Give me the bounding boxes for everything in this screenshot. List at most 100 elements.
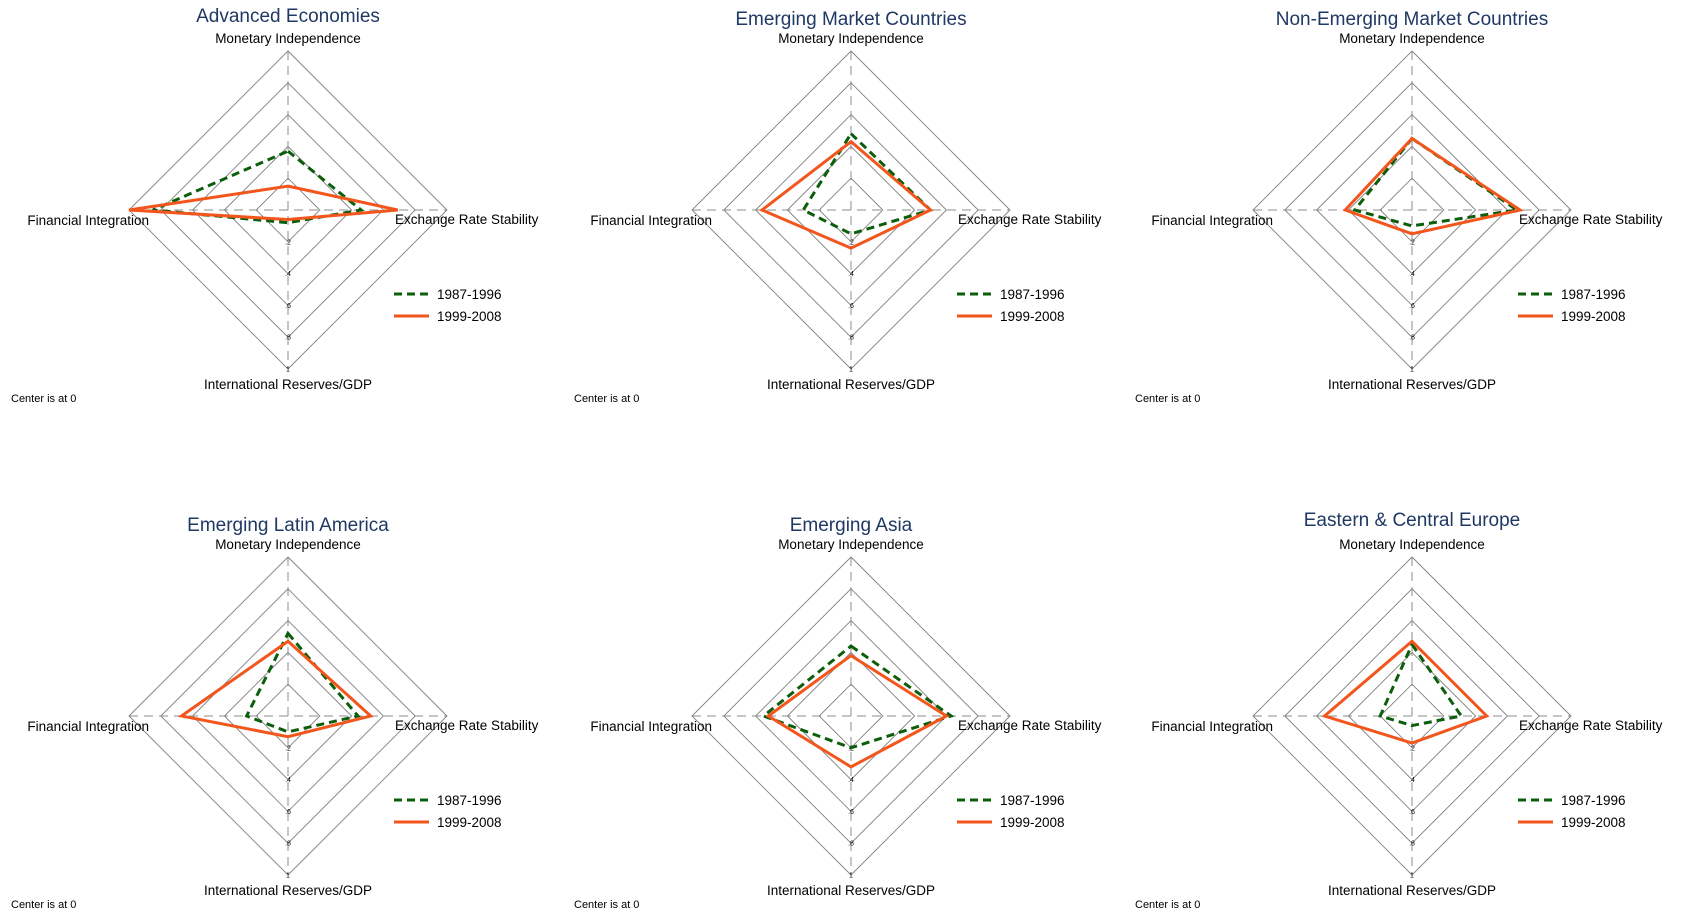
panel-title: Emerging Market Countries	[735, 9, 966, 30]
tick-label: .4	[285, 271, 291, 278]
tick-label: .8	[285, 335, 291, 342]
radar-panel: .2 .4 .6 .8 1 Advanced Economies Monetary Inde…	[11, 6, 539, 405]
tick-label: .6	[285, 303, 291, 310]
center-note: Center is at 0	[11, 899, 76, 911]
tick-label: 1	[286, 873, 290, 880]
series-line	[1342, 136, 1524, 236]
center-note: Center is at 0	[1135, 393, 1200, 405]
grid-ring	[223, 651, 353, 781]
axis-label-right: Exchange Rate Stability	[395, 212, 539, 227]
series-line	[244, 630, 361, 734]
grid-ring	[786, 651, 916, 781]
legend-label: 1987-1996	[1000, 793, 1065, 808]
axis-label-left: Financial Integration	[590, 719, 712, 734]
radar-panel: .2 .4 .6 .8 1 Emerging Latin AmericaMonetary …	[11, 515, 539, 911]
grid-ring	[1347, 651, 1477, 781]
legend-label: 1987-1996	[1561, 793, 1626, 808]
series-line	[765, 653, 950, 769]
series-line	[152, 149, 365, 225]
legend-label: 1999-2008	[1561, 815, 1626, 830]
tick-label: .2	[1409, 239, 1415, 246]
tick-label: .4	[1409, 271, 1415, 278]
axis-label-bottom: International Reserves/GDP	[767, 377, 935, 392]
grid-ring	[1315, 619, 1509, 813]
grid-ring	[754, 619, 948, 813]
legend-label: 1999-2008	[437, 309, 502, 324]
tick-label: .8	[848, 841, 854, 848]
tick-label: .8	[848, 335, 854, 342]
series-line	[177, 639, 374, 739]
tick-label: .6	[285, 809, 291, 816]
axis-label-left: Financial Integration	[1151, 719, 1273, 734]
grid-ring	[223, 145, 353, 275]
radar-panel: .2 .4 .6 .8 1 Emerging Market CountriesMoneta…	[574, 9, 1102, 405]
tick-label: 1	[1410, 873, 1414, 880]
center-note: Center is at 0	[574, 393, 639, 405]
grid-ring	[255, 683, 321, 749]
radar-panel: .2 .4 .6 .8 1 Eastern & Central Europe Monetar…	[1135, 510, 1663, 911]
panel-title: Eastern & Central Europe	[1304, 510, 1521, 531]
legend-label: 1987-1996	[1561, 287, 1626, 302]
tick-label: .6	[848, 809, 854, 816]
grid-ring	[786, 145, 916, 275]
panel-title: Non-Emerging Market Countries	[1276, 9, 1548, 30]
legend-label: 1987-1996	[1000, 287, 1065, 302]
panel-title: Advanced Economies	[196, 6, 380, 27]
axis-label-bottom: International Reserves/GDP	[1328, 883, 1496, 898]
axis-label-top: Monetary Independence	[215, 537, 361, 552]
grid-ring	[754, 113, 948, 307]
tick-label: .8	[1409, 335, 1415, 342]
tick-label: .2	[285, 745, 291, 752]
tick-label: .4	[285, 777, 291, 784]
tick-label: .2	[285, 239, 291, 246]
tick-label: .4	[848, 777, 854, 784]
grid-ring	[1315, 113, 1509, 307]
tick-label: .6	[1409, 303, 1415, 310]
axis-label-right: Exchange Rate Stability	[395, 718, 539, 733]
legend-label: 1999-2008	[1000, 815, 1065, 830]
axis-label-bottom: International Reserves/GDP	[204, 377, 372, 392]
series-line	[1321, 639, 1490, 745]
tick-label: 1	[286, 367, 290, 374]
series-line	[801, 131, 934, 236]
tick-label: 1	[849, 367, 853, 374]
series-line	[1378, 641, 1464, 728]
axis-label-top: Monetary Independence	[1339, 537, 1485, 552]
axis-label-right: Exchange Rate Stability	[1519, 212, 1663, 227]
tick-label: .8	[1409, 841, 1415, 848]
grid-ring	[691, 50, 1011, 370]
tick-label: .6	[848, 303, 854, 310]
radar-panel: .2 .4 .6 .8 1 Non-Emerging Market CountriesMo…	[1135, 9, 1663, 405]
axis-label-left: Financial Integration	[27, 213, 149, 228]
grid-ring	[255, 177, 321, 243]
axis-label-left: Financial Integration	[27, 719, 149, 734]
axis-label-bottom: International Reserves/GDP	[1328, 377, 1496, 392]
axis-label-top: Monetary Independence	[215, 31, 361, 46]
grid-ring	[1379, 177, 1445, 243]
axis-label-bottom: International Reserves/GDP	[767, 883, 935, 898]
tick-label: 1	[849, 873, 853, 880]
series-line	[760, 644, 955, 750]
center-note: Center is at 0	[574, 899, 639, 911]
axis-label-top: Monetary Independence	[1339, 31, 1485, 46]
center-note: Center is at 0	[11, 393, 76, 405]
tick-label: .2	[1409, 745, 1415, 752]
legend-label: 1999-2008	[1000, 309, 1065, 324]
tick-label: .2	[848, 239, 854, 246]
axis-label-top: Monetary Independence	[778, 537, 924, 552]
panel-title: Emerging Latin America	[187, 515, 389, 536]
tick-label: .6	[1409, 809, 1415, 816]
tick-label: 1	[1410, 367, 1414, 374]
grid-ring	[1379, 683, 1445, 749]
axis-label-top: Monetary Independence	[778, 31, 924, 46]
legend-label: 1987-1996	[437, 287, 502, 302]
panel-title: Emerging Asia	[790, 515, 913, 536]
axis-label-right: Exchange Rate Stability	[1519, 718, 1663, 733]
legend-label: 1999-2008	[437, 815, 502, 830]
axis-label-left: Financial Integration	[590, 213, 712, 228]
tick-label: .4	[848, 271, 854, 278]
legend-label: 1987-1996	[437, 793, 502, 808]
grid-ring	[1347, 145, 1477, 275]
tick-label: .8	[285, 841, 291, 848]
